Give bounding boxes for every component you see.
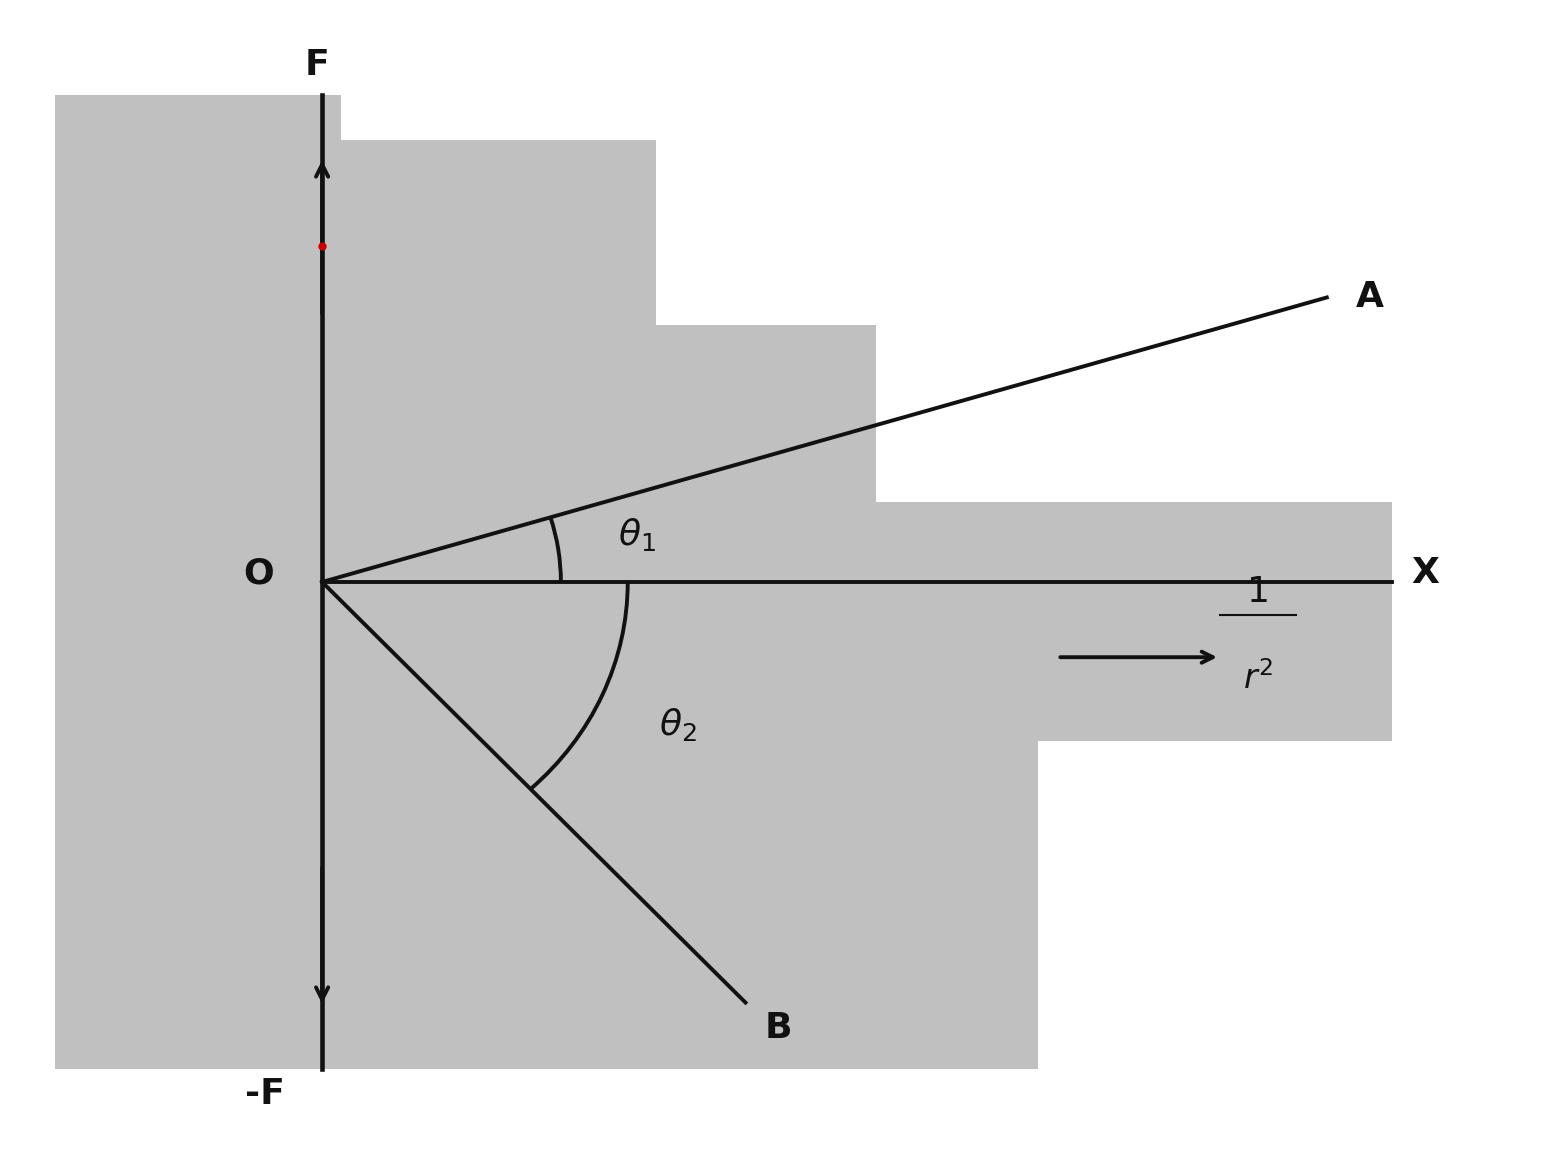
Text: -F: -F [245, 1078, 285, 1112]
Text: $r^2$: $r^2$ [1243, 661, 1274, 696]
Text: 1: 1 [1246, 575, 1269, 609]
Bar [322, 140, 657, 326]
Text: B: B [765, 1012, 793, 1045]
Text: $\theta_1$: $\theta_1$ [618, 517, 657, 554]
Bar [54, 95, 341, 1069]
Text: O: O [244, 556, 274, 590]
Text: $\theta_2$: $\theta_2$ [660, 707, 697, 744]
Bar [876, 503, 1392, 741]
Bar [322, 661, 1038, 1069]
Text: F: F [305, 48, 330, 83]
Bar [322, 326, 876, 661]
Text: A: A [1355, 281, 1383, 314]
Text: X: X [1411, 556, 1439, 590]
